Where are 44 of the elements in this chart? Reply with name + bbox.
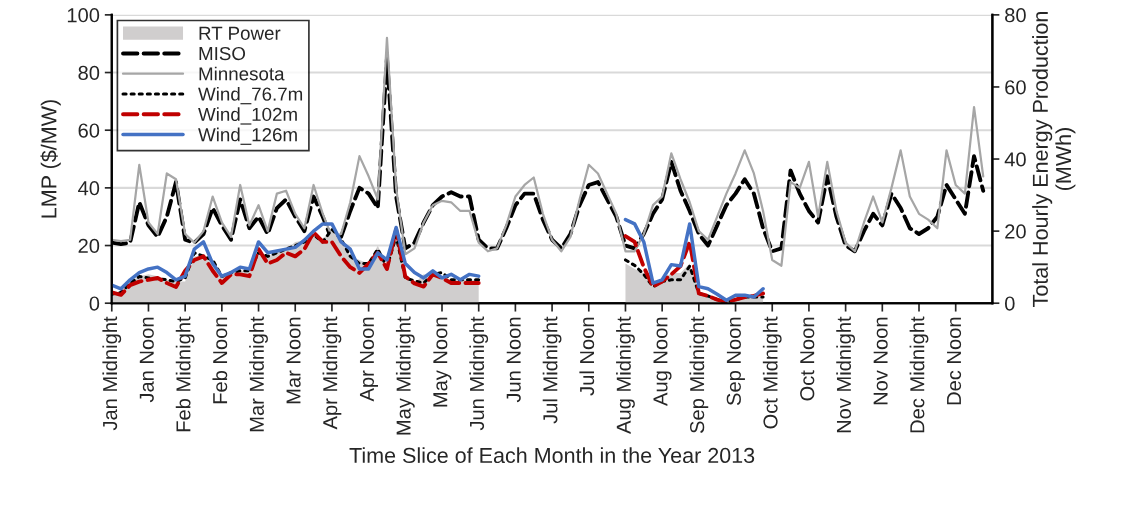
legend-label: MISO	[199, 46, 246, 61]
x-tick-label: May Noon	[433, 317, 452, 407]
legend-label: Wind_102m	[198, 107, 297, 125]
x-tick-label: Jul Noon	[579, 317, 595, 396]
legend-label: Minnesota	[199, 66, 285, 81]
y2-axis-title: Total Hourly Energy Production (MWh)	[1032, 12, 1076, 307]
y-tick-label: 80	[78, 65, 100, 81]
y2-tick-label: 80	[1005, 8, 1026, 23]
legend-label: Wind_126m	[198, 127, 297, 145]
x-tick-label: Apr Midnight	[322, 316, 342, 430]
x-tick-label: Mar Noon	[286, 317, 301, 404]
x-tick-label: Dec Midnight	[909, 316, 929, 433]
x-tick-label: Nov Noon	[873, 317, 888, 405]
x-tick-label: Nov Midnight	[836, 316, 856, 433]
y2-tick-label: 0	[1004, 296, 1015, 311]
y-tick-label: 100	[67, 8, 100, 23]
x-tick-label: Jan Midnight	[102, 316, 122, 431]
x-tick-label: Feb Midnight	[175, 316, 195, 432]
x-tick-label: Feb Noon	[212, 317, 228, 404]
x-tick-label: Apr Noon	[359, 317, 379, 402]
x-axis-title: Time Slice of Each Month in the Year 2013	[349, 447, 755, 464]
x-tick-label: Mar Midnight	[249, 316, 268, 432]
y2-tick-label: 60	[1005, 80, 1026, 95]
x-tick-label: Sep Midnight	[689, 316, 709, 434]
x-tick-label: Dec Noon	[947, 317, 962, 405]
y-tick-label: 60	[78, 123, 100, 138]
x-tick-label: Jul Midnight	[542, 316, 562, 424]
y2-tick-label: 20	[1005, 224, 1026, 239]
x-tick-label: Oct Midnight	[762, 316, 782, 429]
legend-label: RT Power	[199, 26, 281, 40]
y-tick-label: 20	[78, 238, 100, 254]
x-tick-label: Jun Noon	[506, 317, 521, 403]
x-tick-label: Aug Noon	[653, 317, 672, 406]
x-tick-label: Jan Noon	[139, 317, 154, 403]
x-tick-label: Jun Midnight	[469, 316, 489, 431]
y-tick-label: 0	[89, 296, 100, 311]
x-tick-label: May Midnight	[395, 316, 415, 435]
y-axis-title: LMP ($/MW)	[40, 100, 61, 218]
y2-tick-label: 40	[1004, 152, 1026, 167]
x-tick-label: Aug Midnight	[616, 316, 635, 434]
legend-label: Wind_76.7m	[198, 86, 303, 105]
x-tick-label: Sep Noon	[726, 317, 745, 406]
x-tick-label: Oct Noon	[800, 317, 815, 401]
y-tick-label: 40	[78, 181, 100, 196]
